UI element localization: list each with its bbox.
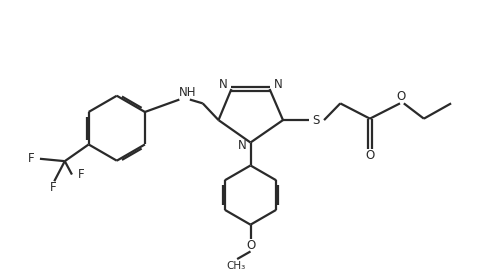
Text: O: O: [365, 149, 374, 162]
Text: N: N: [238, 139, 246, 152]
Text: N: N: [274, 78, 283, 91]
Text: O: O: [397, 90, 406, 103]
Text: N: N: [218, 78, 227, 91]
Text: CH₃: CH₃: [227, 261, 246, 271]
Text: F: F: [78, 168, 84, 181]
Text: O: O: [246, 239, 255, 252]
Text: F: F: [27, 152, 34, 165]
Text: S: S: [312, 114, 319, 127]
Text: F: F: [50, 181, 57, 194]
Text: NH: NH: [179, 86, 196, 99]
